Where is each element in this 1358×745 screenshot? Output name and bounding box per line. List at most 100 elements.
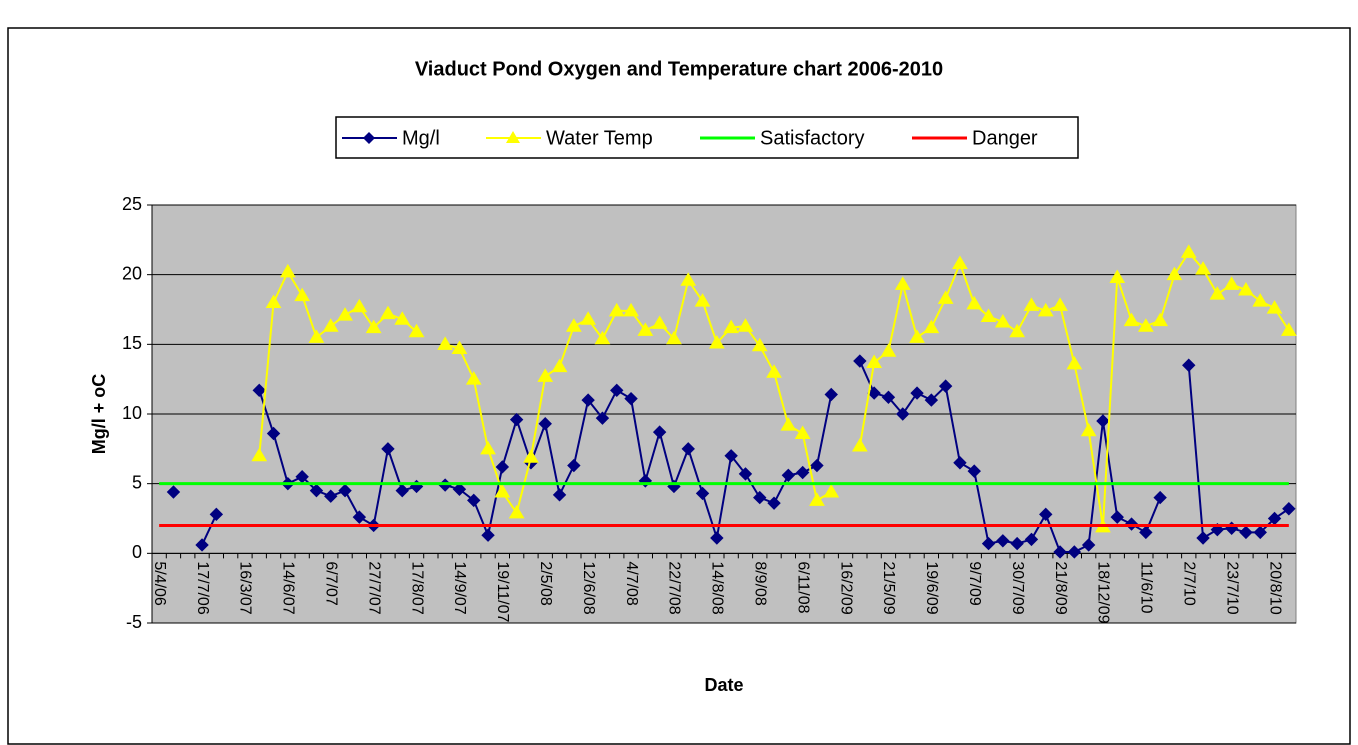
data-point: [494, 484, 511, 498]
data-point: [994, 314, 1011, 328]
x-tick-label: 30/7/09: [1009, 561, 1026, 614]
data-point: [766, 364, 782, 378]
x-tick-label: 23/7/10: [1223, 561, 1240, 614]
y-tick-label: 5: [132, 472, 142, 492]
data-point: [337, 307, 353, 321]
data-point: [623, 302, 639, 317]
data-point: [1110, 510, 1124, 524]
data-point: [352, 510, 367, 524]
data-point: [1238, 282, 1254, 296]
data-point: [1081, 538, 1096, 552]
data-point: [565, 318, 582, 332]
series-line: [858, 360, 1162, 553]
data-point: [966, 295, 983, 310]
data-point: [581, 393, 595, 407]
y-tick-label: 0: [132, 542, 142, 562]
data-point: [1252, 293, 1269, 307]
data-point: [781, 468, 796, 483]
data-point: [1109, 269, 1126, 283]
x-tick-label: 16/2/09: [837, 561, 854, 614]
x-tick-label: 20/8/10: [1266, 561, 1283, 614]
data-point: [1180, 244, 1197, 258]
data-point: [1195, 261, 1211, 275]
data-point: [680, 272, 697, 286]
data-point: [910, 386, 924, 400]
legend-label: Satisfactory: [760, 127, 864, 149]
data-point: [938, 379, 953, 393]
data-point: [1010, 536, 1024, 551]
y-tick-label: -5: [126, 612, 142, 632]
data-point: [1182, 358, 1196, 372]
legend-label: Mg/l: [402, 127, 440, 149]
data-point: [580, 311, 597, 325]
data-point: [1282, 502, 1296, 516]
x-tick-label: 27/7/07: [365, 561, 382, 614]
data-point: [1096, 414, 1110, 428]
data-point: [166, 485, 181, 499]
data-point: [309, 483, 324, 498]
data-point: [266, 426, 281, 441]
data-point: [767, 496, 781, 510]
data-point: [308, 329, 325, 343]
data-point: [365, 319, 382, 334]
data-point: [1239, 525, 1253, 540]
data-point: [1209, 286, 1226, 300]
data-point: [738, 467, 753, 481]
data-point: [866, 354, 883, 368]
data-point: [279, 263, 296, 278]
x-tick-label: 2/7/10: [1181, 561, 1198, 606]
x-tick-label: 14/9/07: [451, 561, 468, 614]
data-point: [481, 528, 495, 542]
data-point: [996, 534, 1010, 548]
data-point: [1139, 525, 1153, 540]
x-tick-label: 16/3/07: [237, 561, 254, 614]
x-tick-label: 19/11/07: [494, 561, 511, 622]
x-tick-label: 17/7/06: [194, 561, 211, 614]
data-point: [537, 368, 554, 382]
data-point: [1280, 322, 1297, 336]
data-point: [495, 460, 510, 474]
data-point: [708, 334, 725, 349]
y-tick-label: 20: [122, 263, 142, 283]
series-line: [258, 389, 417, 528]
data-point: [595, 411, 610, 425]
data-point: [1053, 545, 1067, 559]
data-point: [880, 343, 897, 357]
x-tick-label: 4/7/08: [623, 561, 640, 606]
data-point: [1039, 507, 1053, 522]
data-point: [509, 412, 524, 427]
x-tick-label: 14/6/07: [280, 561, 297, 614]
data-point: [924, 393, 939, 407]
x-tick-label: 8/9/08: [752, 561, 769, 606]
data-point: [508, 504, 525, 519]
legend-label: Danger: [972, 127, 1038, 149]
data-point: [737, 318, 754, 332]
x-axis-label: Date: [704, 675, 743, 695]
data-point: [251, 447, 268, 462]
y-axis-label: Mg/l + oC: [89, 374, 109, 455]
data-point: [294, 287, 311, 302]
x-tick-label: 2/5/08: [537, 561, 554, 606]
data-point: [252, 383, 266, 398]
data-point: [967, 464, 981, 478]
data-point: [952, 255, 968, 270]
data-point: [824, 387, 838, 402]
data-point: [1037, 302, 1054, 317]
data-point: [380, 305, 396, 320]
data-point: [610, 383, 624, 398]
data-point: [322, 318, 339, 332]
data-point: [937, 290, 954, 304]
series-line: [201, 513, 218, 546]
x-tick-label: 21/8/09: [1052, 561, 1069, 614]
data-point: [1253, 525, 1267, 540]
data-point: [408, 323, 425, 338]
data-point: [723, 319, 740, 334]
data-point: [394, 311, 411, 325]
data-point: [666, 330, 682, 345]
data-point: [467, 493, 481, 508]
data-point: [1137, 318, 1154, 332]
x-tick-label: 12/6/08: [580, 561, 597, 614]
x-tick-label: 9/7/09: [966, 561, 983, 606]
data-point: [1223, 276, 1240, 290]
